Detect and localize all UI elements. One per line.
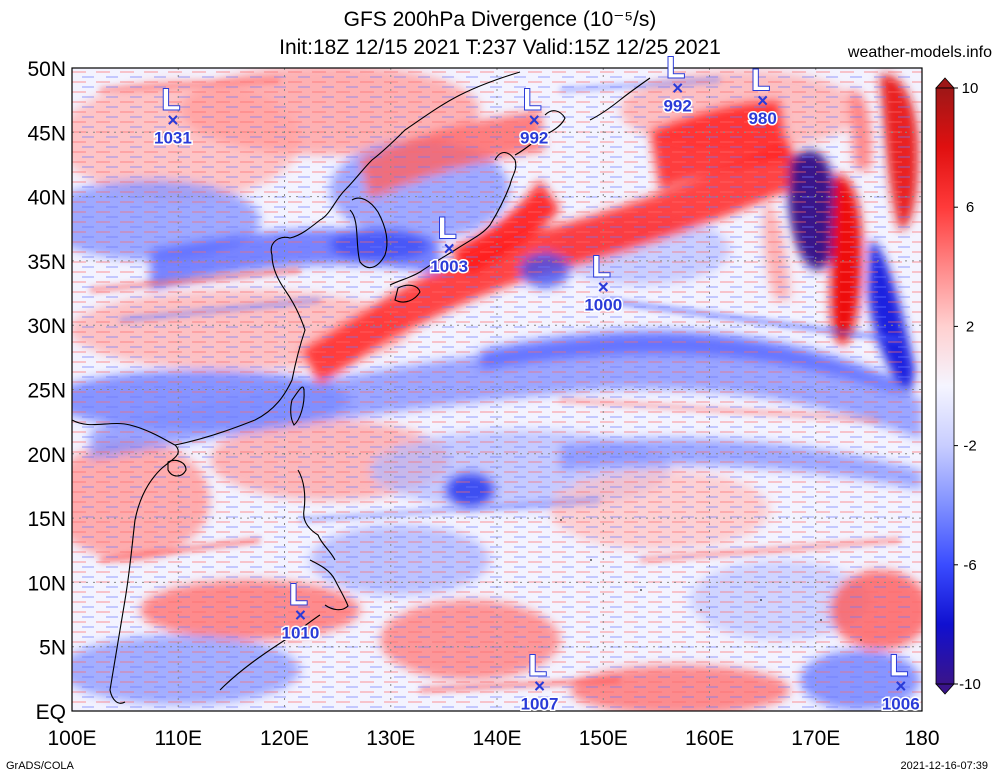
low-pressure-value: 1003	[430, 257, 468, 276]
divergence-field	[72, 68, 922, 711]
colorbar-label: 2	[966, 318, 974, 335]
y-tick-label: 20N	[27, 444, 66, 467]
low-pressure-center: L×1007	[519, 648, 560, 715]
x-tick-label: 160E	[685, 727, 734, 750]
map-gridlines	[72, 68, 922, 711]
low-pressure-center: L×1006	[880, 648, 921, 715]
y-axis-tick-labels: EQ 5N 10N 15N 20N 25N 30N 35N 40N 45N 50N	[27, 58, 66, 724]
colorbar-label: -6	[963, 557, 976, 574]
low-pressure-value: 1006	[882, 694, 920, 713]
y-tick-label: 30N	[27, 315, 66, 338]
grads-credit: GrADS/COLA	[6, 760, 74, 772]
colorbar-label: 6	[966, 199, 974, 216]
chart-title-line-2: Init:18Z 12/15 2021 T:237 Valid:15Z 12/2…	[279, 36, 721, 59]
y-tick-label: 45N	[27, 122, 66, 145]
low-letter: L	[162, 83, 180, 116]
y-tick-label: 35N	[27, 251, 66, 274]
low-letter: L	[528, 649, 546, 682]
low-letter: L	[592, 251, 610, 284]
low-pressure-center: L×1000	[583, 250, 624, 317]
colorbar-gradient	[936, 88, 954, 684]
low-pressure-value: 1000	[584, 296, 622, 315]
colorbar-label: 10	[962, 80, 979, 97]
x-tick-label: 100E	[47, 727, 96, 750]
low-letter: L	[438, 212, 456, 245]
y-tick-label: 15N	[27, 508, 66, 531]
colorbar-label: -10	[959, 676, 981, 693]
low-pressure-value: 980	[748, 109, 776, 128]
low-center-cross: ×	[534, 676, 545, 697]
low-pressure-center: L×980	[747, 63, 778, 129]
low-pressure-center: L×1003	[429, 211, 470, 278]
colorbar: 10 6 2 -2 -6 -10	[935, 77, 981, 695]
low-letter: L	[289, 579, 307, 612]
x-tick-label: 170E	[791, 727, 840, 750]
chart-title-line-1: GFS 200hPa Divergence (10⁻⁵/s)	[343, 8, 657, 31]
colorbar-bottom-arrow	[935, 683, 955, 695]
low-letter: L	[751, 64, 769, 97]
y-tick-label: 25N	[27, 380, 66, 403]
x-tick-label: 140E	[472, 727, 521, 750]
x-tick-label: 120E	[260, 727, 309, 750]
low-pressure-value: 1031	[154, 128, 192, 147]
y-tick-label: 50N	[27, 58, 66, 81]
low-pressure-center: L×1010	[280, 578, 321, 645]
x-tick-label: 110E	[155, 727, 203, 750]
low-pressure-value: 992	[663, 96, 691, 115]
colorbar-top-arrow	[935, 77, 955, 89]
low-center-cross: ×	[295, 606, 306, 627]
low-center-cross: ×	[672, 78, 683, 99]
x-axis-tick-labels: 100E 110E 120E 130E 140E 150E 160E 170E 180	[47, 727, 939, 750]
low-center-cross: ×	[444, 239, 455, 260]
x-tick-label: 130E	[366, 727, 415, 750]
low-center-cross: ×	[895, 676, 906, 697]
low-pressure-center: L×1031	[153, 82, 194, 149]
x-tick-label: 150E	[579, 727, 628, 750]
low-center-cross: ×	[598, 278, 609, 299]
y-tick-label: 40N	[27, 187, 66, 210]
y-tick-label: 10N	[27, 572, 66, 595]
low-letter: L	[890, 649, 908, 682]
low-pressure-center: L×992	[519, 82, 550, 149]
render-timestamp: 2021-12-16-07:39	[900, 760, 988, 772]
low-pressure-value: 992	[520, 128, 548, 147]
coastlines	[72, 71, 862, 704]
low-center-cross: ×	[167, 110, 178, 131]
low-letter: L	[666, 51, 684, 84]
y-tick-label: EQ	[36, 701, 66, 724]
site-credit: weather-models.info	[847, 44, 992, 61]
low-center-cross: ×	[529, 110, 540, 131]
low-pressure-center: L×992	[662, 50, 693, 117]
colorbar-label: -2	[963, 438, 976, 455]
low-center-cross: ×	[757, 91, 768, 112]
low-pressure-value: 1010	[282, 624, 320, 643]
x-tick-label: 180	[904, 727, 939, 750]
low-pressure-value: 1007	[521, 694, 559, 713]
y-tick-label: 5N	[39, 637, 66, 660]
map-frame	[71, 67, 923, 712]
low-letter: L	[523, 83, 541, 116]
